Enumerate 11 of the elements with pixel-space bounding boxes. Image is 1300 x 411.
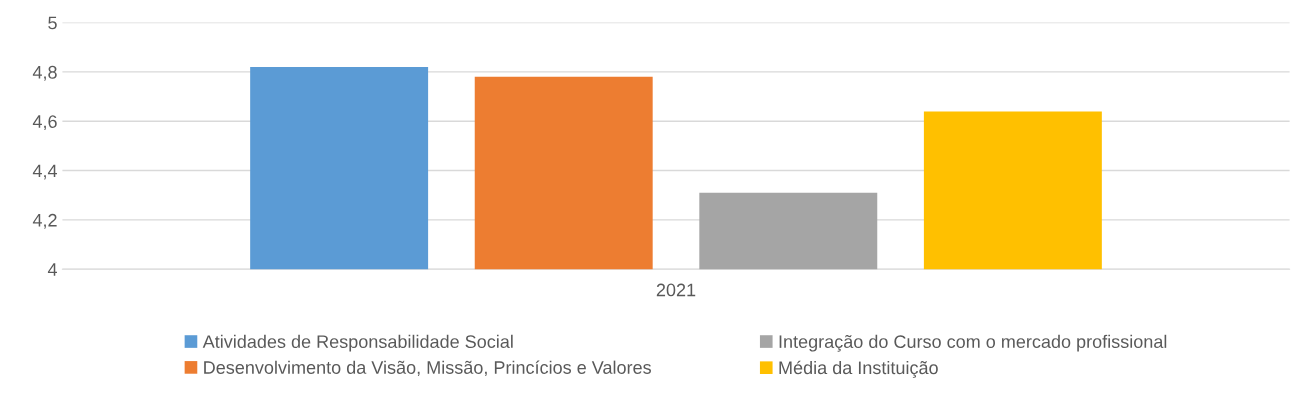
legend-label: Integração do Curso com o mercado profissional (779, 334, 1167, 352)
y-tick-label: 4 (47, 263, 58, 276)
y-tick-label: 4,2 (32, 213, 57, 229)
legend-label: Atividades de Responsabilidade Social (202, 334, 513, 352)
x-tick-label: 2021 (656, 283, 696, 297)
legend-label: Desenvolvimento da Visão, Missão, Princícios e Valores (204, 360, 651, 377)
legend-label: Média da Instituição (779, 360, 938, 378)
y-tick-label: 5 (48, 16, 57, 30)
y-tick-label: 4,4 (32, 164, 58, 180)
y-tick-label: 4,6 (32, 115, 57, 131)
y-tick-label: 4,8 (32, 65, 57, 81)
